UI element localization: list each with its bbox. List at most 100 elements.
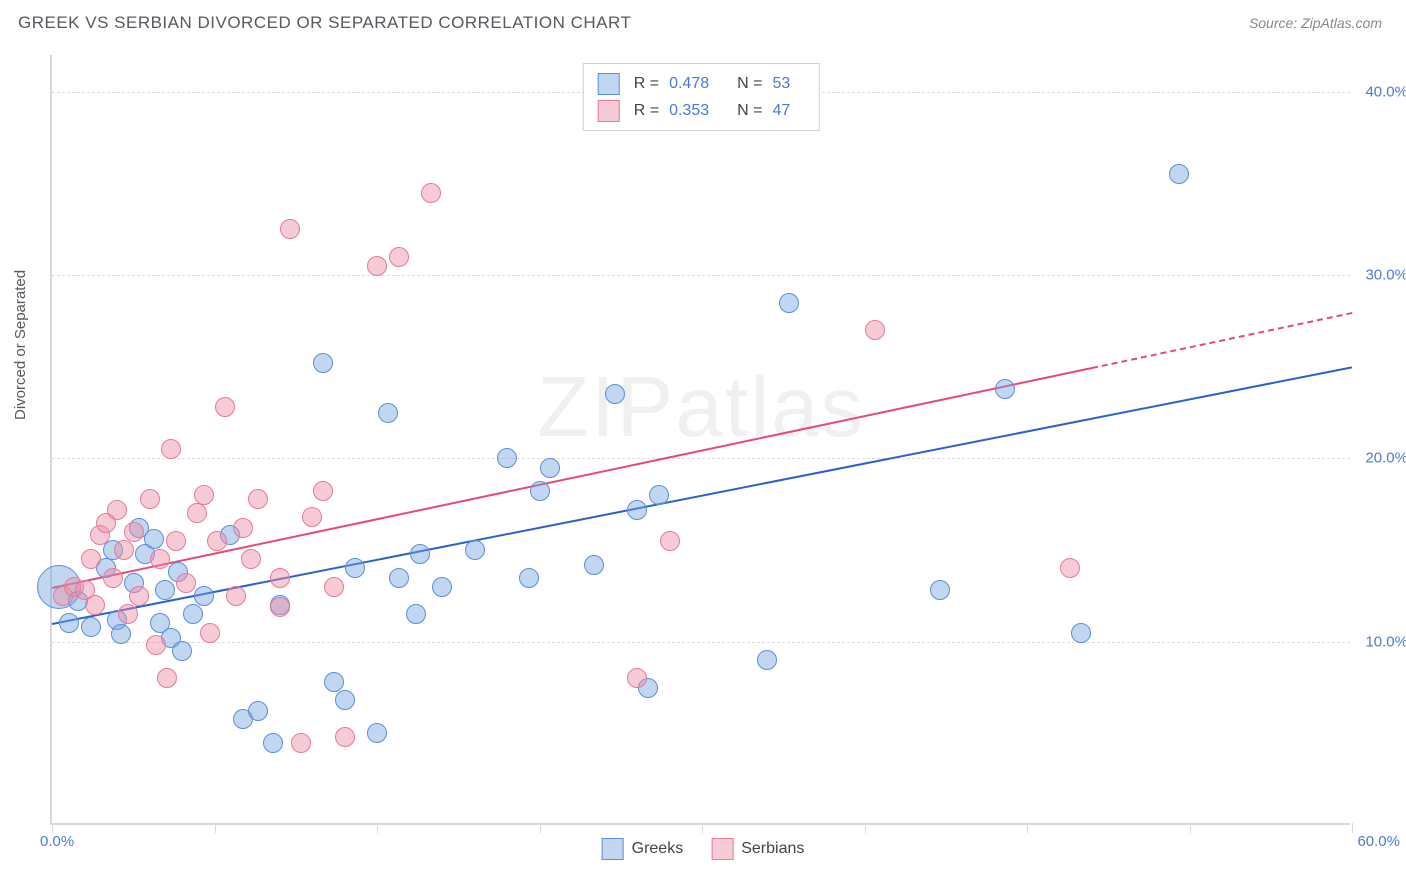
data-point-greeks (540, 458, 560, 478)
data-point-serbians (187, 503, 207, 523)
gridline (52, 275, 1350, 276)
chart-title: GREEK VS SERBIAN DIVORCED OR SEPARATED C… (18, 13, 631, 33)
data-point-serbians (389, 247, 409, 267)
data-point-serbians (207, 531, 227, 551)
data-point-greeks (263, 733, 283, 753)
legend-row-serbians: R = 0.353 N = 47 (598, 97, 805, 124)
data-point-greeks (649, 485, 669, 505)
x-tick (540, 823, 541, 833)
data-point-serbians (140, 489, 160, 509)
data-point-serbians (200, 623, 220, 643)
x-tick (702, 823, 703, 833)
data-point-greeks (389, 568, 409, 588)
data-point-greeks (194, 586, 214, 606)
data-point-serbians (215, 397, 235, 417)
data-point-greeks (410, 544, 430, 564)
data-point-greeks (605, 384, 625, 404)
data-point-greeks (627, 500, 647, 520)
data-point-serbians (194, 485, 214, 505)
data-point-greeks (324, 672, 344, 692)
data-point-greeks (406, 604, 426, 624)
data-point-serbians (226, 586, 246, 606)
chart-header: GREEK VS SERBIAN DIVORCED OR SEPARATED C… (0, 0, 1406, 46)
data-point-serbians (166, 531, 186, 551)
data-point-serbians (421, 183, 441, 203)
data-point-greeks (248, 701, 268, 721)
data-point-serbians (150, 549, 170, 569)
data-point-greeks (155, 580, 175, 600)
swatch-greeks (602, 838, 624, 860)
y-tick-label: 30.0% (1365, 267, 1406, 284)
data-point-greeks (1169, 164, 1189, 184)
data-point-serbians (124, 522, 144, 542)
legend-series: Greeks Serbians (602, 838, 805, 860)
data-point-greeks (81, 617, 101, 637)
data-point-serbians (280, 219, 300, 239)
data-point-serbians (118, 604, 138, 624)
data-point-greeks (378, 403, 398, 423)
data-point-greeks (367, 723, 387, 743)
data-point-greeks (930, 580, 950, 600)
swatch-serbians (711, 838, 733, 860)
data-point-greeks (530, 481, 550, 501)
data-point-serbians (335, 727, 355, 747)
trend-line-serbians (52, 367, 1092, 589)
x-label-min: 0.0% (40, 833, 74, 850)
data-point-greeks (497, 448, 517, 468)
data-point-serbians (114, 540, 134, 560)
data-point-serbians (157, 668, 177, 688)
data-point-greeks (779, 293, 799, 313)
y-tick-label: 10.0% (1365, 633, 1406, 650)
data-point-serbians (291, 733, 311, 753)
data-point-serbians (1060, 558, 1080, 578)
swatch-greeks (598, 73, 620, 95)
data-point-serbians (129, 586, 149, 606)
data-point-serbians (81, 549, 101, 569)
x-tick (52, 823, 53, 833)
data-point-greeks (144, 529, 164, 549)
data-point-greeks (183, 604, 203, 624)
data-point-greeks (432, 577, 452, 597)
data-point-serbians (146, 635, 166, 655)
data-point-serbians (241, 549, 261, 569)
gridline (52, 642, 1350, 643)
data-point-serbians (270, 568, 290, 588)
data-point-greeks (313, 353, 333, 373)
source-attribution: Source: ZipAtlas.com (1249, 15, 1382, 31)
data-point-greeks (111, 624, 131, 644)
legend-item-greeks: Greeks (602, 838, 684, 860)
data-point-serbians (176, 573, 196, 593)
data-point-serbians (313, 481, 333, 501)
y-tick-label: 40.0% (1365, 83, 1406, 100)
data-point-serbians (103, 568, 123, 588)
data-point-serbians (367, 256, 387, 276)
x-tick (377, 823, 378, 833)
data-point-greeks (335, 690, 355, 710)
x-tick (1190, 823, 1191, 833)
x-label-max: 60.0% (1357, 833, 1400, 850)
data-point-greeks (59, 613, 79, 633)
legend-row-greeks: R = 0.478 N = 53 (598, 70, 805, 97)
legend-correlation: R = 0.478 N = 53 R = 0.353 N = 47 (583, 63, 820, 131)
data-point-serbians (161, 439, 181, 459)
data-point-greeks (519, 568, 539, 588)
data-point-greeks (584, 555, 604, 575)
data-point-greeks (757, 650, 777, 670)
trend-line-greeks (52, 367, 1352, 626)
data-point-serbians (233, 518, 253, 538)
data-point-greeks (465, 540, 485, 560)
data-point-serbians (660, 531, 680, 551)
scatter-chart: ZIPatlas R = 0.478 N = 53 R = 0.353 N = … (50, 55, 1350, 825)
data-point-serbians (85, 595, 105, 615)
x-tick (1027, 823, 1028, 833)
watermark: ZIPatlas (537, 359, 865, 457)
data-point-greeks (1071, 623, 1091, 643)
data-point-serbians (302, 507, 322, 527)
x-tick (865, 823, 866, 833)
data-point-serbians (107, 500, 127, 520)
data-point-serbians (627, 668, 647, 688)
data-point-greeks (345, 558, 365, 578)
legend-item-serbians: Serbians (711, 838, 804, 860)
trend-line-serbians (1092, 312, 1352, 369)
x-tick (1352, 823, 1353, 833)
